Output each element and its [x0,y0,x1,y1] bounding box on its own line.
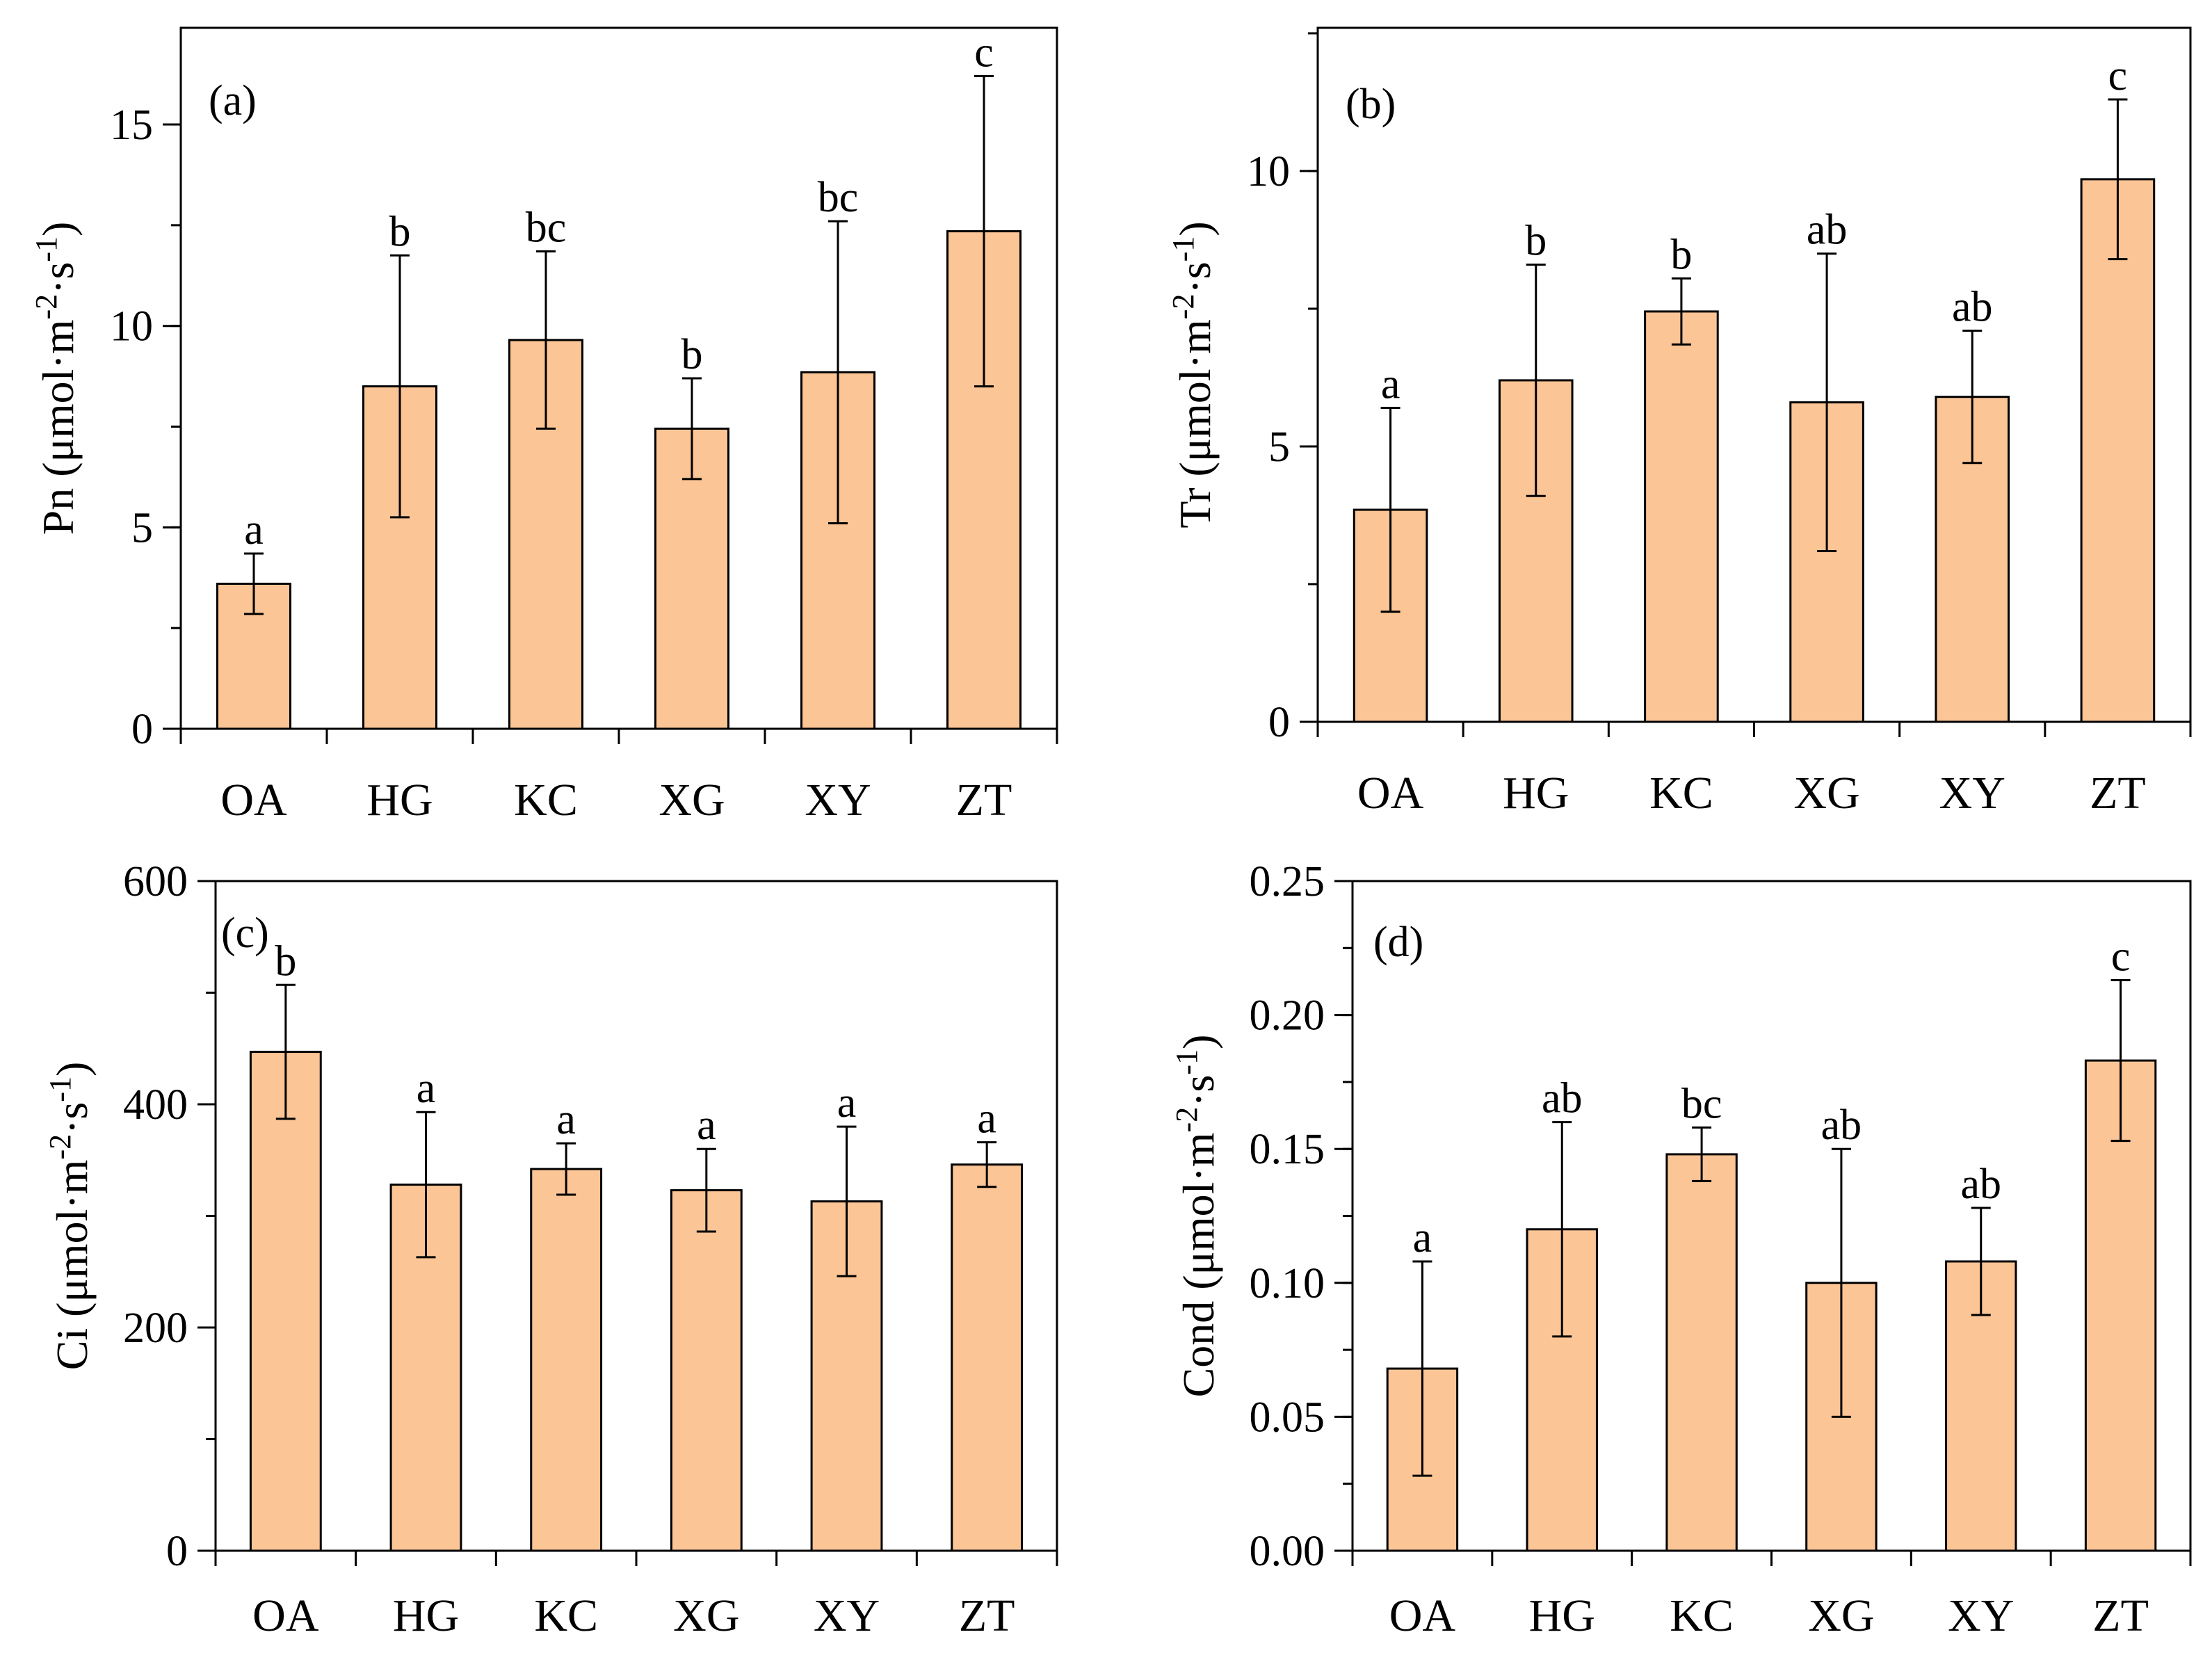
significance-letter: b [275,937,296,985]
significance-letter: a [1413,1214,1432,1261]
x-category-label: HG [366,775,433,825]
x-category-label: ZT [2092,1590,2149,1641]
y-tick-label: 0.25 [1250,858,1325,905]
significance-letter: a [556,1096,576,1143]
plot-frame [214,880,1058,1552]
panel-label: (c) [221,910,269,957]
significance-letter: b [1670,231,1692,278]
y-axis-title: Cond (μmol·m-2·s-1) [1170,1035,1223,1398]
significance-letter: b [1525,218,1547,265]
significance-letter: a [244,506,264,554]
x-category-label: ZT [956,775,1012,825]
significance-letter: ab [1807,207,1848,254]
y-tick-label: 10 [1247,148,1290,195]
x-category-label: XG [659,775,725,825]
chart-panel-1: 0 5 10 a OA b HG b KC ab XG ab XY c ZT (b) Tr (μmol·m-2·… [1166,26,2192,818]
x-category-label: OA [1389,1590,1456,1641]
x-category-label: XY [805,775,871,825]
chart-panel-2: 0 200 400 600 b OA a HG a KC a XG a XY a ZT (c) Ci (μmol·… [43,858,1058,1641]
y-tick-label: 15 [110,102,153,149]
significance-letter: ab [1542,1075,1583,1122]
bar-KC [1665,1153,1738,1552]
significance-letter: c [2111,933,2131,981]
x-category-label: OA [1357,768,1424,818]
x-category-label: KC [1649,768,1713,818]
y-tick-label: 5 [131,504,153,551]
y-tick-label: 400 [123,1081,188,1129]
x-category-label: OA [220,775,287,825]
plot-frame [1316,26,2192,723]
significance-letter: ab [1960,1161,2001,1208]
y-tick-label: 0 [166,1528,188,1575]
y-axis-title: Tr (μmol·m-2·s-1) [1166,221,1220,528]
panel-label: (b) [1346,81,1396,128]
x-category-label: XG [1793,768,1859,818]
x-category-label: XG [1808,1590,1874,1641]
significance-letter: a [697,1102,716,1149]
y-tick-label: 0.00 [1250,1528,1325,1575]
x-category-label: KC [1670,1590,1734,1641]
x-category-label: ZT [2090,768,2146,818]
y-axis-title: Ci (μmol·m-2·s-1) [43,1062,97,1371]
plot-frame [179,26,1058,730]
significance-letter: a [837,1079,857,1127]
bar-ZT [2084,1059,2157,1552]
y-tick-label: 10 [110,303,153,350]
x-category-label: HG [1529,1590,1595,1641]
y-tick-label: 600 [123,858,188,905]
bar-KC [1644,310,1719,723]
y-tick-label: 0.20 [1250,992,1325,1040]
chart-panel-0: 0 5 10 15 a OA b HG bc KC b XG bc XY c ZT (a) Pn (μmol·m-… [29,26,1058,825]
significance-letter: a [417,1065,436,1112]
bar-OA [249,1051,322,1552]
significance-letter: a [1381,361,1400,408]
significance-letter: c [974,29,994,76]
bar-XG [670,1189,743,1552]
significance-letter: b [681,331,703,378]
significance-letter: bc [526,204,567,252]
y-tick-label: 200 [123,1305,188,1352]
x-category-label: ZT [959,1590,1015,1641]
x-category-label: HG [393,1590,459,1641]
y-tick-label: 5 [1268,423,1290,471]
bar-ZT [2080,178,2156,723]
x-category-label: HG [1503,768,1569,818]
y-tick-label: 0.15 [1250,1126,1325,1173]
bar-ZT [951,1163,1024,1552]
significance-letter: b [389,208,411,255]
panel-label: (d) [1373,919,1423,966]
bar-KC [530,1168,603,1552]
y-tick-label: 0.05 [1250,1394,1325,1441]
x-category-label: XG [673,1590,739,1641]
significance-letter: c [2108,52,2128,99]
x-category-label: XY [1948,1590,2014,1641]
x-category-label: XY [814,1590,880,1641]
chart-panel-3: 0.00 0.05 0.10 0.15 0.20 0.25 a OA ab HG bc KC ab XG a… [1170,858,2192,1641]
y-tick-label: 0.10 [1250,1260,1325,1307]
significance-letter: ab [1821,1102,1862,1149]
x-category-label: KC [534,1590,598,1641]
panel-label: (a) [209,77,257,124]
y-tick-label: 0 [131,706,153,753]
significance-letter: a [977,1095,996,1143]
significance-letter: bc [1681,1080,1722,1127]
y-axis-title: Pn (μmol·m-2·s-1) [29,222,83,535]
x-category-label: KC [514,775,578,825]
significance-letter: ab [1952,284,1993,331]
x-category-label: XY [1939,768,2005,818]
x-category-label: OA [252,1590,319,1641]
plot-frame [1351,880,2192,1552]
y-tick-label: 0 [1268,699,1290,746]
significance-letter: bc [818,174,859,221]
